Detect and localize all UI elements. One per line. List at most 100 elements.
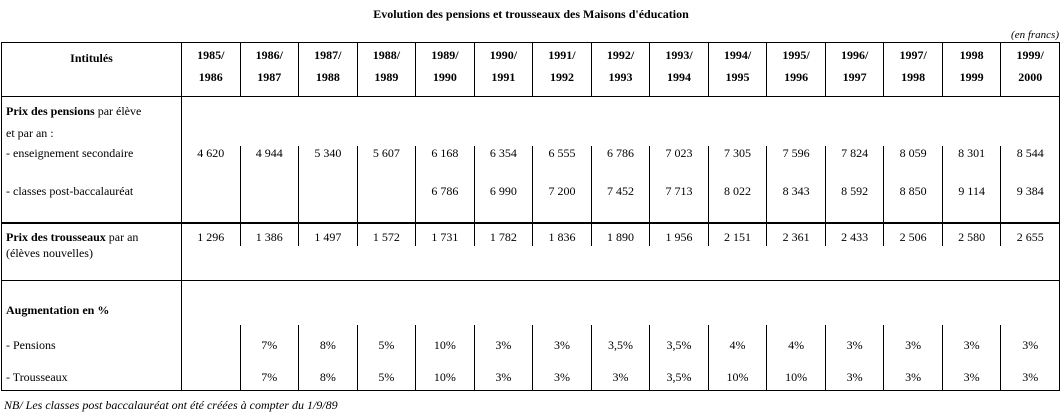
table-cell: 8 059 — [883, 146, 943, 184]
table-cell: 2 580 — [941, 223, 1002, 246]
year-start: 1997/ — [899, 48, 927, 62]
table-cell: 7 596 — [766, 146, 826, 184]
table-cell: 8% — [298, 325, 358, 361]
row-label: - enseignement secondaire — [1, 146, 182, 184]
table-cell: 4% — [707, 325, 768, 361]
table-cell: 5% — [356, 325, 417, 361]
year-end: 1989 — [374, 70, 399, 84]
year-end: 1998 — [901, 70, 926, 84]
pensions-heading-line2-row: et par an : — [1, 126, 1060, 146]
table-row: - Pensions 7% 8% 5% 10% 3% 3% 3,5% 3,5% 4% 4% 3% 3%… — [1, 325, 1060, 361]
year-header: 1998 1999 — [941, 42, 1002, 97]
year-header: 1993/1994 — [649, 42, 709, 97]
year-start: 1993/ — [665, 48, 693, 62]
table-cell: 3,5% — [649, 361, 709, 391]
year-header: 1997/1998 — [883, 42, 943, 97]
row-label: - classes post-baccalauréat — [1, 184, 182, 224]
year-end: 1987 — [257, 70, 282, 84]
table-cell: 6 168 — [415, 146, 475, 184]
table-cell: 6 990 — [473, 184, 534, 224]
table-cell: 8 343 — [766, 184, 826, 224]
year-header: 1996/1997 — [824, 42, 885, 97]
year-end: 1986 — [198, 70, 223, 84]
table-cell: 1 890 — [590, 223, 651, 246]
table-cell: 10% — [766, 361, 826, 391]
pensions-heading-line2: et par an : — [1, 126, 182, 146]
table-cell: 3% — [941, 361, 1002, 391]
augmentation-heading: Augmentation en % — [1, 280, 182, 325]
row-label: - Pensions — [1, 325, 182, 361]
pensions-table: Intitulés 1985/1986 1986/1987 1987/1988 198… — [1, 42, 1060, 391]
table-cell — [239, 184, 300, 224]
table-cell: 8 592 — [824, 184, 885, 224]
table-cell: 9 384 — [1000, 184, 1060, 224]
year-end: 1991 — [491, 70, 516, 84]
year-header: 1989/1990 — [415, 42, 475, 97]
year-end: 2000 — [1018, 70, 1043, 84]
table-cell: 3% — [941, 325, 1002, 361]
table-cell: 3,5% — [590, 325, 651, 361]
pensions-heading-row: Prix des pensions par élève — [1, 96, 1060, 126]
year-start: 1996/ — [840, 48, 869, 62]
year-header: 1992/1993 — [590, 42, 651, 97]
trousseaux-heading: Prix des trousseaux par an — [1, 223, 182, 246]
unit-note: (en francs) — [1011, 29, 1059, 41]
table-cell: 9 114 — [941, 184, 1002, 224]
trousseaux-heading-line2: (élèves nouvelles) — [1, 246, 182, 281]
table-cell: 7% — [239, 325, 300, 361]
table-cell: 3% — [590, 361, 651, 391]
augmentation-heading-row: Augmentation en % — [1, 280, 1060, 325]
table-cell: 1 956 — [649, 223, 709, 246]
trousseaux-heading-rest: par an — [105, 230, 139, 244]
year-start: 1991/ — [548, 48, 576, 62]
pensions-heading: Prix des pensions par élève — [1, 96, 182, 126]
year-end: 1988 — [315, 70, 340, 84]
table-cell: 3% — [1000, 325, 1060, 361]
table-cell — [356, 184, 417, 224]
table-cell — [181, 184, 241, 224]
table-cell: 7% — [239, 361, 300, 391]
table-cell: 2 361 — [766, 223, 826, 246]
table-cell: 2 506 — [883, 223, 943, 246]
table-cell: 1 836 — [532, 223, 592, 246]
table-cell: 3% — [473, 325, 534, 361]
table-cell: 8 022 — [707, 184, 768, 224]
table-cell: 3% — [1000, 361, 1060, 391]
table-cell: 3,5% — [649, 325, 709, 361]
year-start: 1986/ — [255, 48, 283, 62]
table-row: - classes post-baccalauréat 6 786 6 990 7 … — [1, 184, 1060, 224]
row-label: - Trousseaux — [1, 361, 182, 391]
table-cell: 8 850 — [883, 184, 943, 224]
table-cell: 1 572 — [356, 223, 417, 246]
table-cell: 6 354 — [473, 146, 534, 184]
table-cell: 8 301 — [941, 146, 1002, 184]
table-cell: 4 620 — [181, 146, 241, 184]
table-cell: 1 386 — [239, 223, 300, 246]
table-cell — [298, 184, 358, 224]
year-end: 1993 — [608, 70, 633, 84]
year-end: 1997 — [842, 70, 867, 84]
year-start: 1988/ — [372, 48, 401, 62]
table-cell: 3% — [824, 361, 885, 391]
table-cell: 5% — [356, 361, 417, 391]
year-start: 1990/ — [489, 48, 518, 62]
table-cell: 3% — [532, 325, 592, 361]
year-end: 1994 — [667, 70, 692, 84]
table-cell — [181, 361, 241, 391]
table-cell: 6 786 — [590, 146, 651, 184]
year-header: 1985/1986 — [181, 42, 241, 97]
year-header: 1991/1992 — [532, 42, 592, 97]
year-end: 1999 — [959, 70, 984, 84]
table-row: - Trousseaux 7% 8% 5% 10% 3% 3% 3% 3,5% 10% 10% 3%… — [1, 361, 1060, 391]
table-cell: 7 200 — [532, 184, 592, 224]
trousseaux-heading-bold: Prix des trousseaux — [6, 230, 106, 244]
table-cell: 2 433 — [824, 223, 885, 246]
table-cell: 1 497 — [298, 223, 358, 246]
table-cell: 3% — [824, 325, 885, 361]
table-cell: 8 544 — [1000, 146, 1060, 184]
table-cell: 3% — [883, 361, 943, 391]
header-label: Intitulés — [1, 42, 182, 97]
year-header: 1999/2000 — [1000, 42, 1060, 97]
pensions-heading-rest: par élève — [94, 104, 142, 118]
year-start: 1992/ — [606, 48, 635, 62]
